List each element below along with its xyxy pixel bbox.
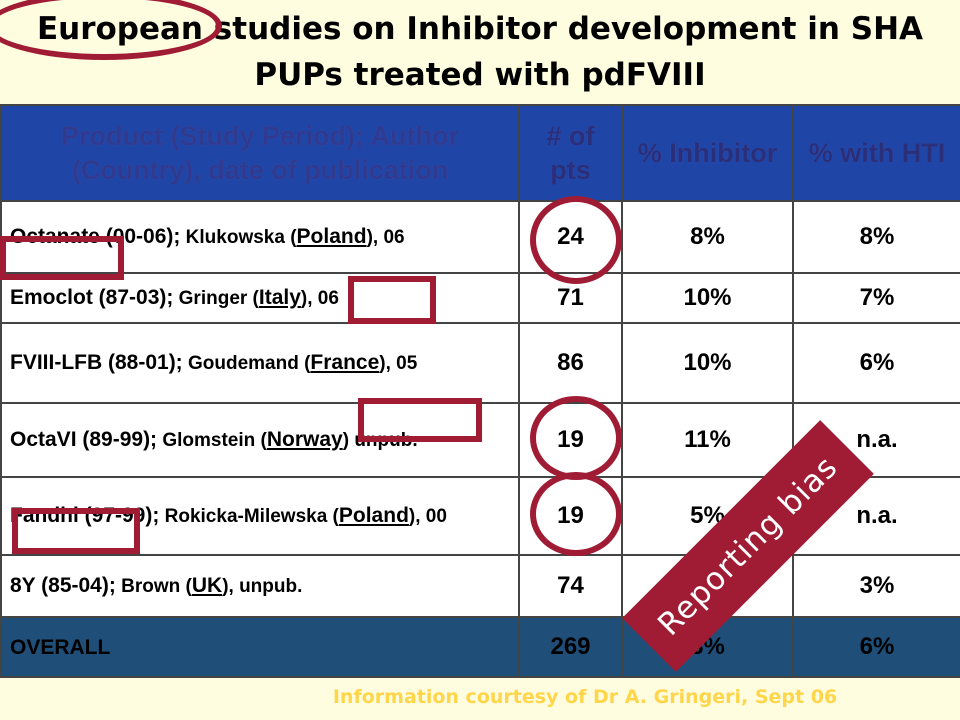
publication-date: ), 06	[366, 227, 405, 248]
author-name: Glomstein (	[157, 430, 267, 451]
country-highlight-box-poland-2	[12, 508, 140, 554]
pts-highlight-oval-3	[530, 472, 622, 556]
inhibitor-cell: 8%	[621, 200, 794, 274]
publication-date: ), 06	[300, 288, 339, 309]
product-name: 8Y (85-04);	[10, 574, 116, 597]
overall-pts: 269	[518, 616, 623, 678]
hti-cell: n.a.	[792, 402, 960, 478]
header-hti: % with HTI	[792, 104, 960, 202]
country-name: UK	[191, 574, 223, 597]
author-name: Gringer (	[173, 288, 259, 309]
author-name: Goudemand (	[182, 353, 311, 374]
country-name: France	[310, 351, 380, 374]
hti-cell: 3%	[792, 554, 960, 618]
header-inhibitor: % Inhibitor	[621, 104, 794, 202]
header-pts: # of pts	[518, 104, 623, 202]
inhibitor-cell: 11%	[621, 402, 794, 478]
country-name: Poland	[296, 225, 367, 248]
pts-cell: 74	[518, 554, 623, 618]
product-name: OctaVI (89-99);	[10, 428, 158, 451]
table-row: Octanate (00-06); Klukowska (Poland), 06…	[0, 200, 960, 274]
product-name: Emoclot (87-03);	[10, 286, 174, 309]
author-name: Brown (	[115, 576, 192, 597]
country-highlight-box-poland-1	[0, 236, 124, 280]
hti-cell: 7%	[792, 272, 960, 324]
inhibitor-cell: 10%	[621, 322, 794, 404]
table-row: Fandhi (97-99); Rokicka-Milewska (Poland…	[0, 476, 960, 556]
header-row: Product (Study Period); Author (Country)…	[0, 104, 960, 202]
hti-cell: 6%	[792, 322, 960, 404]
product-name: FVIII-LFB (88-01);	[10, 351, 183, 374]
title-highlight-oval	[0, 0, 222, 60]
table-row: Emoclot (87-03); Gringer (Italy), 06 71 …	[0, 272, 960, 324]
pts-highlight-oval-2	[530, 396, 622, 480]
product-cell: Fandhi (97-99); Rokicka-Milewska (Poland…	[0, 476, 520, 556]
pts-highlight-oval-1	[530, 196, 622, 284]
table-row: 8Y (85-04); Brown (UK), unpub. 74 4% 3%	[0, 554, 960, 618]
publication-date: ), 00	[408, 506, 447, 527]
overall-row: OVERALL 269 8% 6%	[0, 616, 960, 678]
footer-credit: Information courtesy of Dr A. Gringeri, …	[332, 686, 838, 708]
product-cell: Emoclot (87-03); Gringer (Italy), 06	[0, 272, 520, 324]
author-name: Klukowska (	[180, 227, 297, 248]
inhibitor-cell: 10%	[621, 272, 794, 324]
country-highlight-box-italy	[348, 276, 436, 324]
publication-date: ), 05	[379, 353, 418, 374]
author-name: Rokicka-Milewska (	[159, 506, 339, 527]
studies-table: Product (Study Period); Author (Country)…	[0, 104, 960, 678]
header-product: Product (Study Period); Author (Country)…	[0, 104, 520, 202]
hti-cell: 8%	[792, 200, 960, 274]
product-cell: FVIII-LFB (88-01); Goudemand (France), 0…	[0, 322, 520, 404]
overall-hti: 6%	[792, 616, 960, 678]
title-line-2: PUPs treated with pdFVIII	[254, 57, 706, 93]
country-highlight-box-norway	[358, 398, 482, 442]
country-name: Poland	[338, 504, 409, 527]
pts-cell: 86	[518, 322, 623, 404]
publication-date: ), unpub.	[222, 576, 303, 597]
table-row: FVIII-LFB (88-01); Goudemand (France), 0…	[0, 322, 960, 404]
overall-label: OVERALL	[0, 616, 520, 678]
country-name: Italy	[258, 286, 301, 309]
country-name: Norway	[266, 428, 343, 451]
product-cell: 8Y (85-04); Brown (UK), unpub.	[0, 554, 520, 618]
